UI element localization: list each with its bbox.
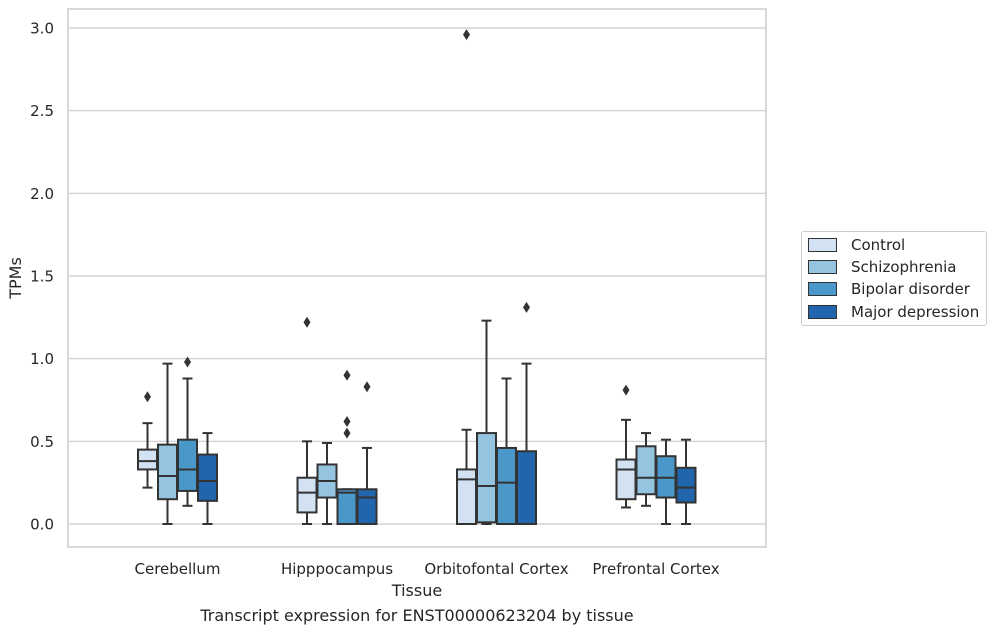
box-0-2 — [456, 29, 477, 526]
y-tick-label: 3.0 — [30, 20, 54, 38]
box-body — [675, 466, 697, 504]
box-body — [197, 453, 218, 502]
box-0-0 — [137, 391, 158, 489]
box-2-0 — [177, 356, 198, 507]
legend-item-schizophrenia: Schizophrenia — [808, 257, 956, 277]
plot-frame — [67, 8, 767, 548]
legend-item-major-depression: Major depression — [808, 302, 979, 322]
legend-swatch-control — [808, 238, 837, 252]
outlier-point — [463, 29, 470, 41]
x-tick-label: Cerebellum — [135, 560, 221, 578]
box-body — [336, 488, 358, 525]
legend-swatch-schizophrenia — [808, 260, 837, 274]
box-body — [476, 432, 497, 524]
x-tick-label: Hipppocampus — [281, 560, 393, 578]
outlier-point — [343, 369, 351, 381]
box-0-3 — [615, 384, 637, 509]
outlier-point — [363, 381, 371, 393]
box-body — [456, 468, 477, 526]
y-axis-label: TPMs — [6, 257, 25, 300]
box-3-3 — [675, 438, 697, 525]
y-tick-label: 1.5 — [30, 268, 54, 286]
outlier-point — [144, 391, 151, 403]
box-1-2 — [476, 319, 497, 525]
box-1-3 — [635, 432, 657, 507]
outlier-point — [343, 415, 351, 427]
y-tick-label: 0.0 — [30, 516, 54, 534]
box-1-0 — [157, 362, 178, 525]
legend-item-control: Control — [808, 235, 905, 255]
legend: Control Schizophrenia Bipolar disorder M… — [801, 231, 987, 326]
outlier-point — [303, 316, 311, 328]
legend-label-control: Control — [851, 236, 906, 254]
outlier-point — [622, 384, 630, 396]
legend-swatch-bipolar-disorder — [808, 282, 837, 296]
box-body — [137, 448, 158, 471]
chart-caption: Transcript expression for ENST0000062320… — [200, 606, 634, 625]
legend-swatch-major-depression — [808, 305, 837, 319]
box-1-1 — [316, 441, 338, 525]
outlier-point — [523, 301, 530, 313]
legend-label-bipolar-disorder: Bipolar disorder — [851, 280, 970, 298]
box-body — [356, 488, 378, 525]
y-tick-label: 1.0 — [30, 350, 54, 368]
legend-label-major-depression: Major depression — [851, 303, 980, 321]
y-tick-labels: 0.0 0.5 1.0 1.5 2.0 2.5 3.0 — [30, 20, 54, 534]
outlier-point — [184, 356, 191, 368]
box-0-1 — [296, 316, 318, 525]
legend-label-schizophrenia: Schizophrenia — [851, 258, 957, 276]
y-tick-label: 2.0 — [30, 185, 54, 203]
box-body — [177, 438, 198, 492]
y-tick-label: 0.5 — [30, 433, 54, 451]
x-axis-label: Tissue — [391, 581, 442, 600]
box-body — [615, 458, 637, 501]
box-body — [496, 446, 517, 525]
y-tick-label: 2.5 — [30, 102, 54, 120]
box-3-2 — [516, 301, 537, 525]
box-body — [296, 476, 318, 514]
x-tick-label: Orbitofontal Cortex — [424, 560, 568, 578]
outlier-point — [343, 427, 351, 439]
x-tick-labels: Cerebellum Hipppocampus Orbitofontal Corte… — [135, 560, 720, 578]
box-2-3 — [655, 438, 677, 525]
box-3-1 — [356, 381, 378, 525]
box-plots — [137, 29, 697, 526]
box-body — [516, 450, 537, 525]
x-tick-label: Prefrontal Cortex — [592, 560, 719, 578]
box-body — [157, 443, 178, 501]
legend-item-bipolar-disorder: Bipolar disorder — [808, 279, 970, 299]
box-2-1 — [336, 369, 358, 525]
box-2-2 — [496, 377, 517, 525]
box-3-0 — [197, 432, 218, 525]
box-body — [635, 445, 657, 496]
